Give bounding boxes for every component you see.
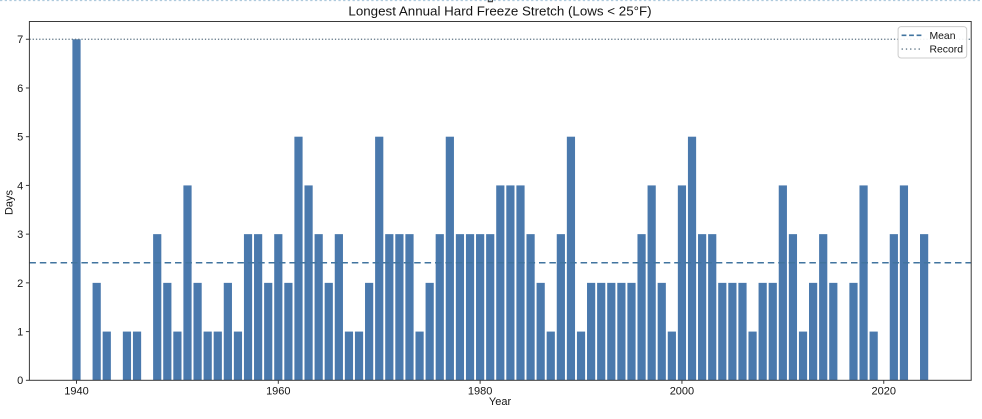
svg-text:2000: 2000: [670, 386, 694, 398]
svg-text:0: 0: [17, 375, 23, 387]
svg-text:7: 7: [17, 34, 23, 46]
svg-text:1: 1: [17, 326, 23, 338]
svg-text:1940: 1940: [64, 386, 88, 398]
svg-text:Year: Year: [489, 396, 512, 408]
svg-text:2: 2: [17, 278, 23, 290]
svg-text:5: 5: [17, 132, 23, 144]
svg-text:Record: Record: [930, 45, 964, 56]
svg-text:Days: Days: [3, 189, 15, 215]
svg-text:6: 6: [17, 83, 23, 95]
svg-text:3: 3: [17, 229, 23, 241]
svg-text:4: 4: [17, 180, 23, 192]
svg-text:Longest Annual Hard Freeze Str: Longest Annual Hard Freeze Stretch (Lows…: [348, 4, 651, 19]
svg-text:1980: 1980: [468, 386, 492, 398]
svg-text:1960: 1960: [266, 386, 290, 398]
svg-text:2020: 2020: [872, 386, 896, 398]
svg-text:Mean: Mean: [930, 31, 956, 42]
